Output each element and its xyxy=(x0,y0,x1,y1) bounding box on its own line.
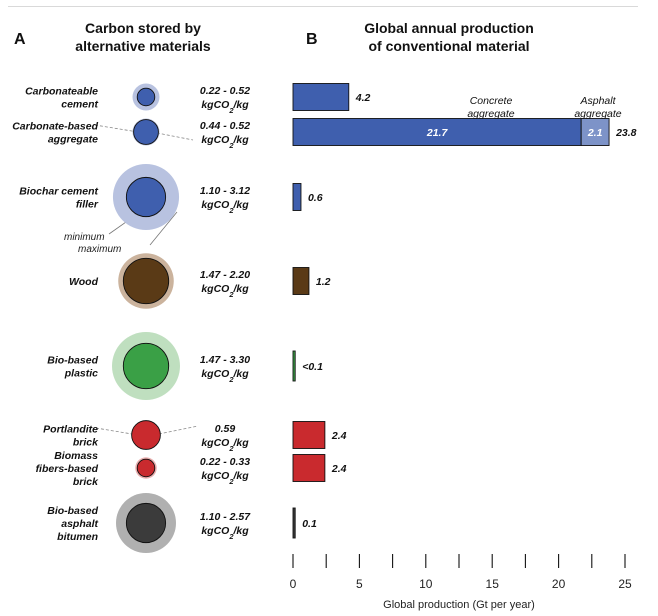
bar-3-segment-0 xyxy=(292,267,310,295)
x-tick-label-15: 15 xyxy=(486,577,500,591)
range-value-5: 0.59 xyxy=(215,423,236,435)
annotation-concrete-line1: Concrete xyxy=(470,95,513,107)
panel-b-title-line1: Global annual production xyxy=(364,20,534,36)
bar-group: 4.2 21.7 2.1 23.8 0.6 1.2 <0.1 2.4 2.4 0.1 xyxy=(292,83,637,539)
material-name-2-line-0: Biochar cement xyxy=(19,186,98,198)
range-unit-5: kgCO2/kg xyxy=(201,437,249,453)
bar-1-segment-1-label: 2.1 xyxy=(587,127,603,139)
legend-minimum-label: minimum xyxy=(64,232,105,243)
bubble-min-5 xyxy=(131,420,161,450)
material-name-1-line-1: aggregate xyxy=(48,134,98,146)
x-axis: 0 5 10 15 20 25 Global production (Gt per year… xyxy=(290,554,632,611)
portlandite-leader-right xyxy=(153,425,199,436)
bubble-min-2 xyxy=(125,176,167,218)
range-value-6: 0.22 - 0.33 xyxy=(200,456,250,468)
panel-a-title-line2: alternative materials xyxy=(75,38,211,54)
range-value-1: 0.44 - 0.52 xyxy=(200,120,250,132)
range-value-3: 1.47 - 2.20 xyxy=(200,269,250,281)
material-name-0-line-1: cement xyxy=(61,99,98,111)
range-unit-6: kgCO2/kg xyxy=(201,470,249,486)
range-unit-1: kgCO2/kg xyxy=(201,134,249,150)
range-unit-7: kgCO2/kg xyxy=(201,525,249,541)
bubble-min-6 xyxy=(136,458,156,478)
bubble-min-3 xyxy=(122,257,170,305)
material-name-7-line-1: asphalt xyxy=(61,518,98,530)
bar-4-segment-0 xyxy=(292,350,296,382)
range-unit-0: kgCO2/kg xyxy=(201,99,249,115)
material-name-3-line-0: Wood xyxy=(69,276,99,288)
panel-b-label: B xyxy=(306,31,318,48)
bar-value-label-2: 0.6 xyxy=(308,192,323,204)
x-tick-label-5: 5 xyxy=(356,577,363,591)
range-unit-2: kgCO2/kg xyxy=(201,199,249,215)
bubble-min-1 xyxy=(133,119,159,145)
material-name-2-line-1: filler xyxy=(76,199,99,211)
bar-7-segment-0 xyxy=(292,507,296,539)
annotation-concrete-line2: aggregate xyxy=(467,108,514,120)
bar-value-label-1: 23.8 xyxy=(615,127,637,139)
bar-1-segment-0-label: 21.7 xyxy=(426,127,449,139)
material-name-5-line-0: Portlandite xyxy=(43,424,98,436)
panel-a-title-line1: Carbon stored by xyxy=(85,20,201,36)
annotation-asphalt-line2: aggregate xyxy=(574,108,621,120)
range-unit-4: kgCO2/kg xyxy=(201,368,249,384)
material-name-6-line-1: fibers-based xyxy=(36,463,99,475)
bar-6-segment-0 xyxy=(292,454,326,482)
material-name-0-line-0: Carbonateable xyxy=(25,86,98,98)
material-name-6-line-2: brick xyxy=(73,476,99,488)
top-divider xyxy=(8,6,638,7)
bar-1-segment-1 xyxy=(580,118,610,146)
bar-5-segment-0 xyxy=(292,421,326,449)
material-name-4-line-1: plastic xyxy=(64,368,98,380)
bubble-min-7 xyxy=(125,502,167,544)
bar-value-label-7: 0.1 xyxy=(302,518,317,530)
material-name-1-line-0: Carbonate-based xyxy=(12,121,98,133)
carbonate-aggregate-leader-left xyxy=(94,124,139,133)
x-tick-label-10: 10 xyxy=(419,577,433,591)
bar-value-label-6: 2.4 xyxy=(331,463,347,475)
range-value-4: 1.47 - 3.30 xyxy=(200,354,250,366)
bar-value-label-3: 1.2 xyxy=(316,276,331,288)
x-tick-label-25: 25 xyxy=(618,577,632,591)
legend-maximum-label: maximum xyxy=(78,244,121,255)
bubble-min-4 xyxy=(122,342,170,390)
bar-2-segment-0 xyxy=(292,183,302,211)
panel-a-label: A xyxy=(14,31,26,48)
material-name-7-line-2: bitumen xyxy=(57,531,98,543)
range-value-0: 0.22 - 0.52 xyxy=(200,85,250,97)
x-axis-title: Global production (Gt per year) xyxy=(383,599,535,611)
range-unit-3: kgCO2/kg xyxy=(201,283,249,299)
bubble-min-0 xyxy=(136,87,156,107)
annotation-asphalt-line1: Asphalt xyxy=(579,95,616,107)
range-value-7: 1.10 - 2.57 xyxy=(200,511,251,523)
material-name-6-line-0: Biomass xyxy=(54,450,98,462)
bar-value-label-4: <0.1 xyxy=(302,361,323,373)
panel-b-title-line2: of conventional material xyxy=(368,38,529,54)
material-name-5-line-1: brick xyxy=(73,437,99,449)
bar-value-label-5: 2.4 xyxy=(331,430,347,442)
x-tick-label-20: 20 xyxy=(552,577,566,591)
portlandite-leader-left xyxy=(95,427,139,436)
legend-max-leader xyxy=(149,211,178,246)
x-tick-label-0: 0 xyxy=(290,577,297,591)
material-name-4-line-0: Bio-based xyxy=(47,355,98,367)
bar-value-label-0: 4.2 xyxy=(355,92,371,104)
range-value-2: 1.10 - 3.12 xyxy=(200,185,250,197)
material-name-7-line-0: Bio-based xyxy=(47,505,98,517)
bar-0-segment-0 xyxy=(292,83,350,111)
